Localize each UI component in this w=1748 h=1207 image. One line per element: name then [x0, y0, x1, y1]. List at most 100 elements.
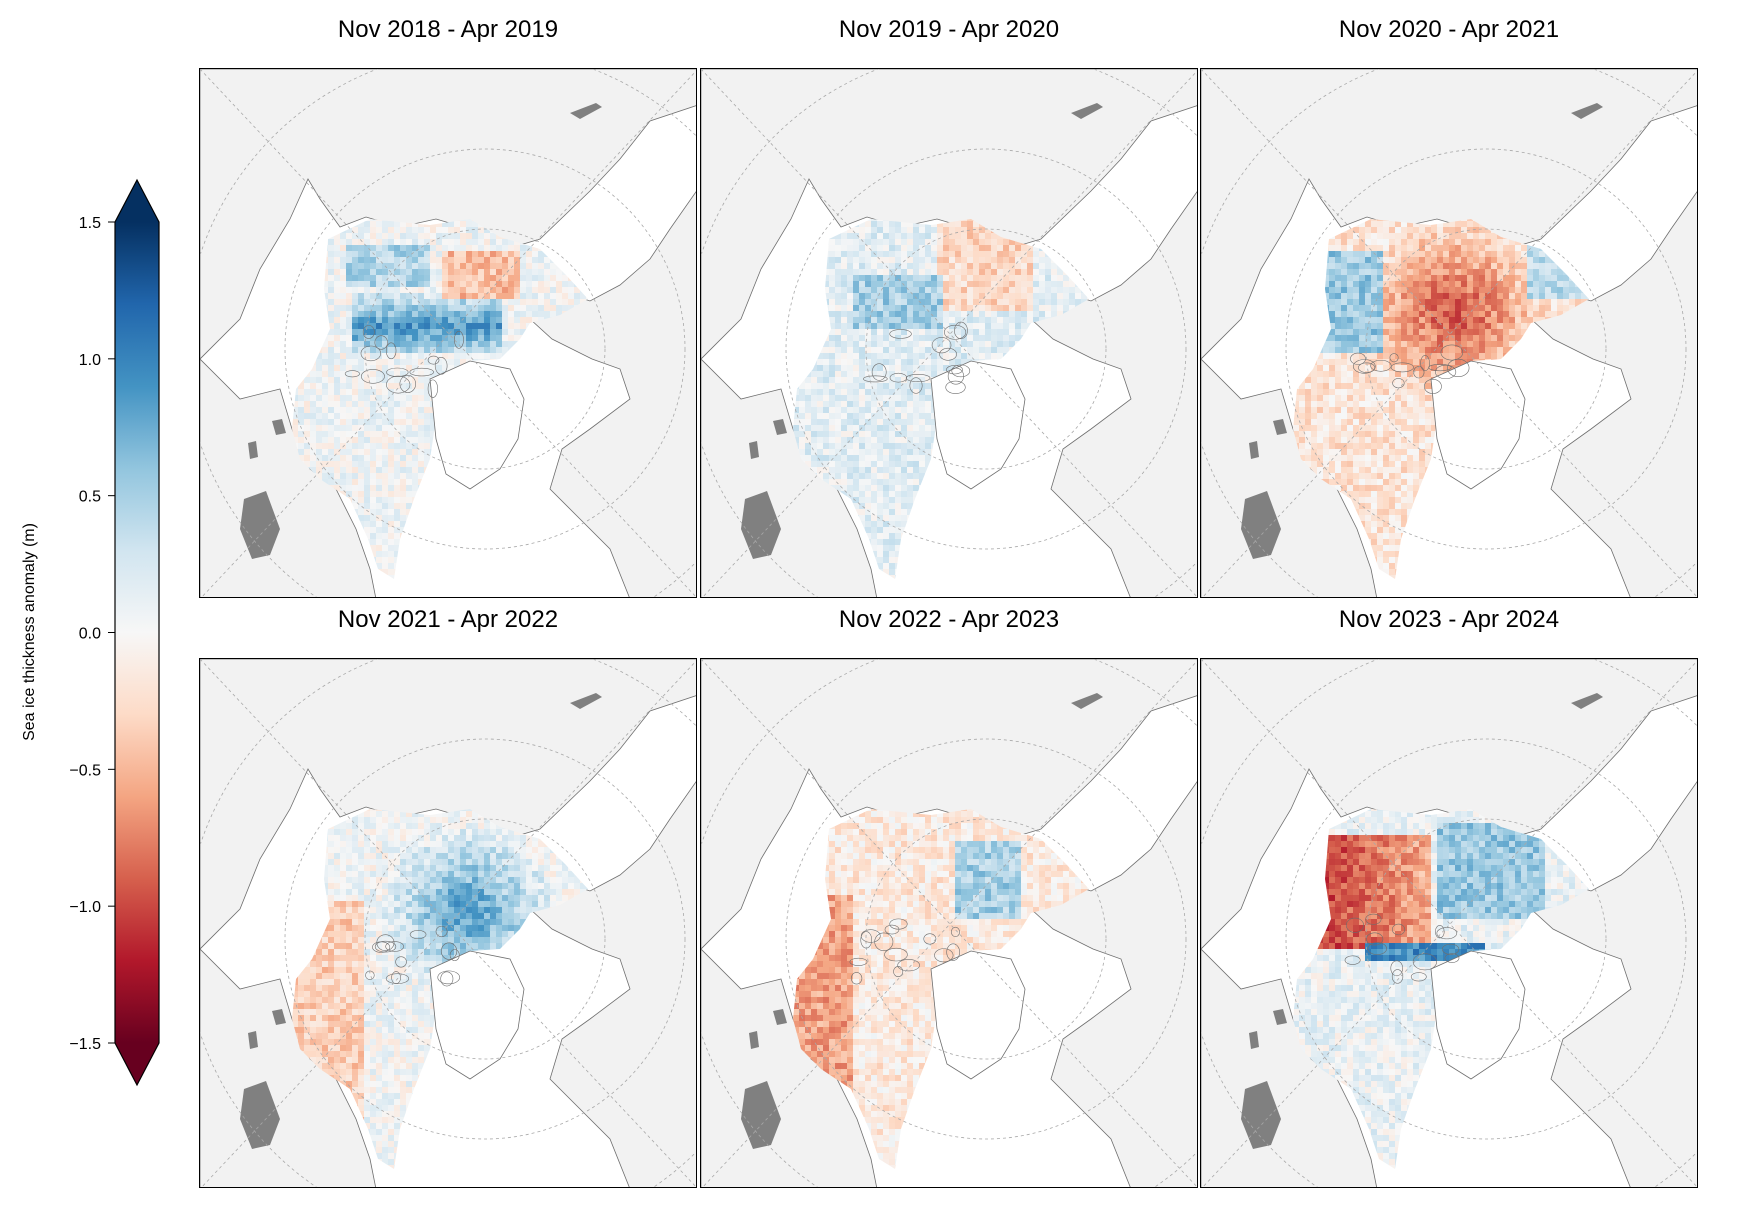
archipelago-island	[435, 925, 448, 938]
land	[529, 781, 696, 1187]
archipelago-island	[934, 948, 954, 963]
graticule	[701, 659, 1197, 1187]
archipelago-island	[361, 369, 385, 384]
land	[200, 69, 696, 360]
archipelago-island	[385, 342, 397, 360]
archipelago-island	[1366, 932, 1384, 946]
colorbar-extend-max	[115, 180, 159, 222]
greenland	[1430, 950, 1526, 1080]
archipelago-island	[440, 942, 458, 960]
archipelago-island	[951, 926, 960, 938]
archipelago-island	[437, 970, 460, 985]
land	[1201, 69, 1697, 360]
lake	[272, 419, 286, 435]
colorbar: 1.5 1.0 0.5 0.0 −0.5 −1.0 −1.5 Sea ice thickne…	[21, 178, 160, 1087]
archipelago-island	[1365, 913, 1382, 925]
archipelago-island	[454, 330, 464, 349]
archipelago-island	[1353, 359, 1376, 374]
graticule	[200, 69, 696, 597]
colorbar-tick-label: 1.0	[79, 352, 101, 369]
lake	[240, 491, 280, 559]
land	[1530, 781, 1697, 1187]
panel-title-1: Nov 2018 - Apr 2019	[199, 16, 697, 44]
archipelago-island	[946, 365, 963, 375]
lake	[248, 1031, 258, 1049]
map-6	[1201, 659, 1697, 1187]
panel-title-4: Nov 2021 - Apr 2022	[199, 606, 697, 634]
archipelago-island	[1441, 943, 1460, 955]
colorbar-label: Sea ice thickness anomaly (m)	[21, 523, 38, 741]
colorbar-extend-min	[115, 1043, 159, 1085]
archipelago-island	[376, 934, 395, 951]
lake	[1241, 1081, 1281, 1149]
lake	[773, 419, 787, 435]
land	[200, 659, 696, 950]
lake	[1249, 441, 1259, 459]
archipelago-island	[395, 956, 407, 968]
archipelago-island	[344, 370, 360, 378]
colorbar-tick-label: 1.5	[79, 215, 101, 232]
archipelago-island	[889, 329, 912, 339]
panel-title-6: Nov 2023 - Apr 2024	[1200, 606, 1698, 634]
archipelago-island	[386, 375, 411, 394]
archipelago-island	[1390, 960, 1403, 977]
lake	[741, 491, 781, 559]
archipelago-island	[386, 367, 409, 377]
land	[1030, 191, 1197, 597]
lake	[773, 1009, 787, 1025]
archipelago-island	[897, 959, 920, 972]
lake	[1273, 419, 1287, 435]
archipelago-island	[889, 918, 908, 930]
archipelago-island	[945, 380, 966, 394]
lake	[1571, 103, 1603, 119]
archipelago-island	[434, 356, 448, 375]
colorbar-ticks: 1.5 1.0 0.5 0.0 −0.5 −1.0 −1.5	[69, 215, 115, 1053]
map-4	[200, 659, 696, 1187]
archipelago-island	[884, 924, 900, 935]
colorbar-tick-label: −1.5	[69, 1036, 101, 1053]
archipelago-island	[1392, 378, 1405, 389]
archipelago-island	[391, 971, 401, 985]
archipelago-island	[1344, 955, 1361, 965]
colorbar-tick-label: −1.0	[69, 899, 101, 916]
archipelago-island	[1370, 359, 1392, 372]
map-5	[701, 659, 1197, 1187]
land	[701, 659, 1197, 950]
colorbar-tick-label: 0.0	[79, 626, 101, 643]
archipelago-island	[409, 367, 434, 377]
archipelago-island	[449, 949, 460, 961]
archipelago-island	[905, 374, 931, 383]
lake	[570, 103, 602, 119]
lake	[570, 693, 602, 709]
map-panel-1	[199, 68, 697, 598]
lake	[749, 1031, 759, 1049]
colorbar-tick-label: −0.5	[69, 762, 101, 779]
map-panel-2	[700, 68, 1198, 598]
archipelago-island	[1367, 942, 1387, 955]
lake	[1273, 1009, 1287, 1025]
colorbar-tick-label: 0.5	[79, 489, 101, 506]
archipelago-island	[1420, 355, 1430, 372]
archipelago-island	[1410, 972, 1427, 982]
land	[1030, 781, 1197, 1187]
colorbar-body	[115, 222, 159, 1043]
land	[701, 69, 1197, 360]
archipelago-island	[1389, 353, 1399, 363]
archipelago-island	[427, 379, 438, 398]
archipelago-island	[1440, 344, 1464, 361]
archipelago-island	[399, 375, 417, 393]
archipelago-island	[440, 971, 454, 987]
archipelago-island	[374, 940, 397, 953]
archipelago-island	[951, 364, 971, 378]
lake	[741, 1081, 781, 1149]
lake	[1071, 103, 1103, 119]
land	[529, 191, 696, 597]
lake	[248, 441, 258, 459]
map-2	[701, 69, 1197, 597]
archipelago-island	[909, 377, 923, 394]
archipelago-island	[374, 335, 388, 350]
map-panel-5	[700, 658, 1198, 1188]
map-panel-3	[1200, 68, 1698, 598]
greenland	[1430, 360, 1526, 490]
